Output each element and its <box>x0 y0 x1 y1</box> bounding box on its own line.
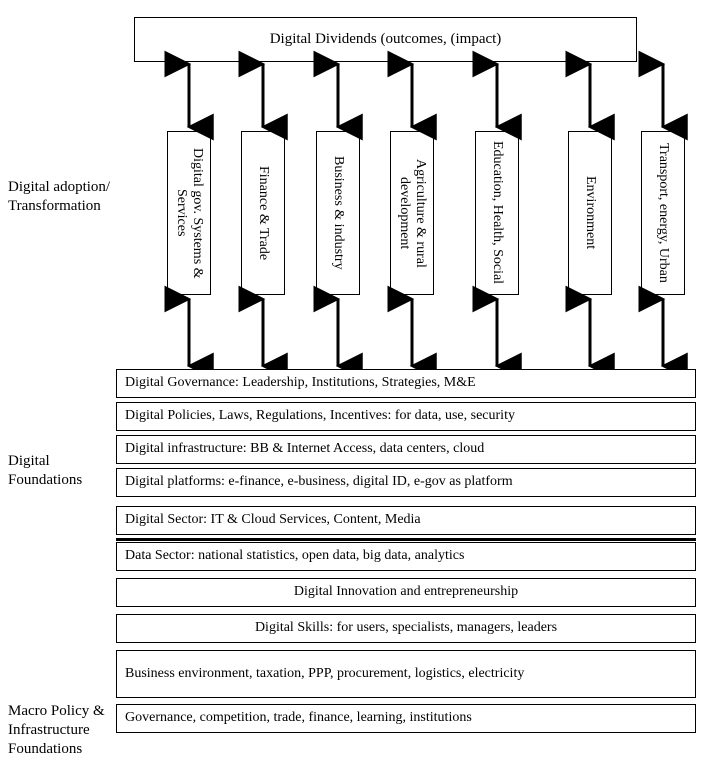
thick-divider <box>116 538 696 541</box>
side-label-adoption: Digital adoption/ Transformation <box>8 178 153 216</box>
layer-4: Digital Sector: IT & Cloud Services, Con… <box>116 506 696 535</box>
layer-0: Digital Governance: Leadership, Institut… <box>116 369 696 398</box>
layer-7: Digital Skills: for users, specialists, … <box>116 614 696 643</box>
side-label-foundations: Digital Foundations <box>8 452 128 490</box>
pillar-5: Environment <box>568 131 612 295</box>
pillar-1: Finance & Trade <box>241 131 285 295</box>
layer-9: Governance, competition, trade, finance,… <box>116 704 696 733</box>
dividends-box: Digital Dividends (outcomes, (impact) <box>134 17 637 62</box>
pillar-2: Business & industry <box>316 131 360 295</box>
pillar-6: Transport, energy, Urban <box>641 131 685 295</box>
pillar-4: Education, Health, Social <box>475 131 519 295</box>
layer-2: Digital infrastructure: BB & Internet Ac… <box>116 435 696 464</box>
layer-6: Digital Innovation and entrepreneurship <box>116 578 696 607</box>
layer-3: Digital platforms: e-finance, e-business… <box>116 468 696 497</box>
digital-economy-diagram: Digital Dividends (outcomes, (impact) Di… <box>8 8 701 768</box>
layer-8: Business environment, taxation, PPP, pro… <box>116 650 696 698</box>
side-label-macro: Macro Policy & Infrastructure Foundation… <box>8 702 128 758</box>
layer-1: Digital Policies, Laws, Regulations, Inc… <box>116 402 696 431</box>
dividends-label: Digital Dividends (outcomes, (impact) <box>270 31 502 48</box>
pillar-0: Digital gov. Systems & Services <box>167 131 211 295</box>
layer-5: Data Sector: national statistics, open d… <box>116 542 696 571</box>
pillar-3: Agriculture & rural development <box>390 131 434 295</box>
